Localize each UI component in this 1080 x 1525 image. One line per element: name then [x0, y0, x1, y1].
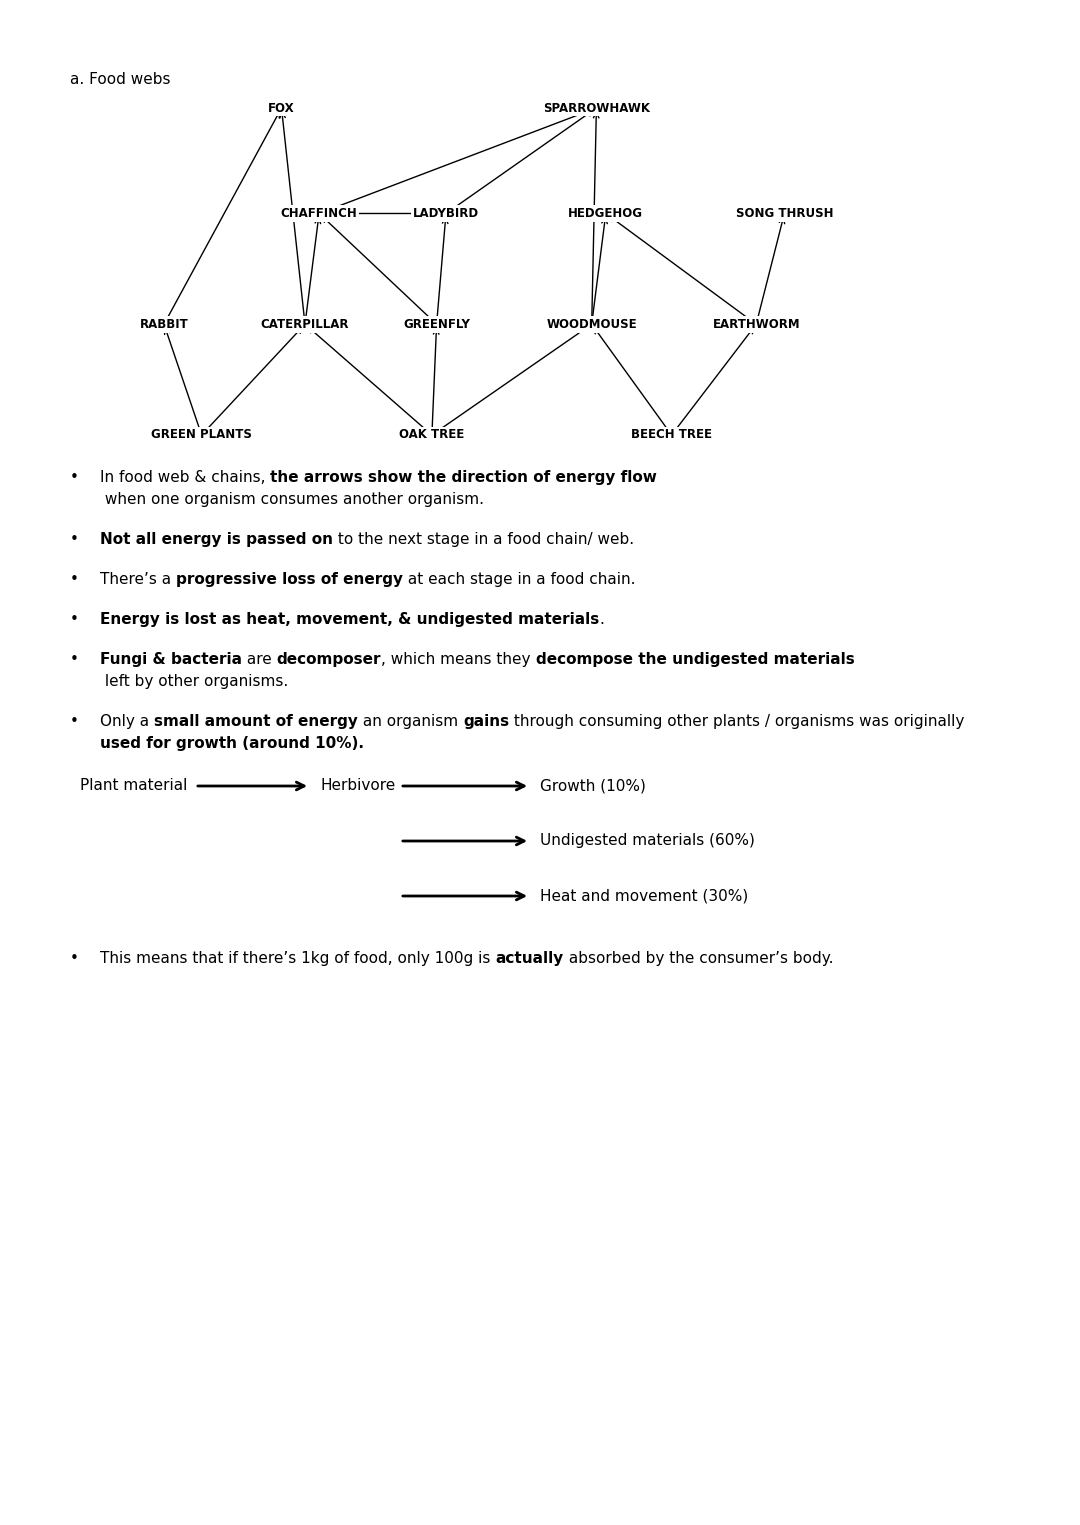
Text: through consuming other plants / organisms was originally: through consuming other plants / organis… — [509, 714, 969, 729]
Text: RABBIT: RABBIT — [139, 317, 188, 331]
Text: Not all energy is passed on: Not all energy is passed on — [100, 532, 333, 547]
Text: small amount of energy: small amount of energy — [154, 714, 357, 729]
Text: •: • — [70, 572, 79, 587]
Text: There’s a: There’s a — [100, 572, 176, 587]
Text: GREENFLY: GREENFLY — [403, 317, 470, 331]
Text: decomposer: decomposer — [276, 653, 381, 666]
Text: decompose the undigested materials: decompose the undigested materials — [536, 653, 854, 666]
Text: .: . — [599, 612, 604, 627]
Text: Energy is lost as heat, movement, & undigested materials: Energy is lost as heat, movement, & undi… — [100, 612, 599, 627]
Text: Plant material: Plant material — [80, 778, 187, 793]
Text: used for growth (around 10%).: used for growth (around 10%). — [100, 737, 364, 750]
Text: Fungi & bacteria: Fungi & bacteria — [100, 653, 242, 666]
Text: Herbivore: Herbivore — [320, 778, 395, 793]
Text: are: are — [242, 653, 276, 666]
Text: In food web & chains,: In food web & chains, — [100, 470, 270, 485]
Text: an organism: an organism — [357, 714, 463, 729]
Text: Only a: Only a — [100, 714, 154, 729]
Text: GREEN PLANTS: GREEN PLANTS — [151, 429, 252, 442]
Text: CHAFFINCH: CHAFFINCH — [281, 207, 357, 220]
Text: a. Food webs: a. Food webs — [70, 72, 171, 87]
Text: FOX: FOX — [268, 102, 295, 114]
Text: SPARROWHAWK: SPARROWHAWK — [543, 102, 650, 114]
Text: •: • — [70, 952, 79, 965]
Text: OAK TREE: OAK TREE — [400, 429, 464, 442]
Text: gains: gains — [463, 714, 509, 729]
Text: WOODMOUSE: WOODMOUSE — [546, 317, 637, 331]
Text: This means that if there’s 1kg of food, only 100g is: This means that if there’s 1kg of food, … — [100, 952, 496, 965]
Text: EARTHWORM: EARTHWORM — [713, 317, 800, 331]
Text: SONG THRUSH: SONG THRUSH — [735, 207, 833, 220]
Text: CATERPILLAR: CATERPILLAR — [260, 317, 349, 331]
Text: to the next stage in a food chain/ web.: to the next stage in a food chain/ web. — [333, 532, 634, 547]
Text: Growth (10%): Growth (10%) — [540, 778, 646, 793]
Text: absorbed by the consumer’s body.: absorbed by the consumer’s body. — [564, 952, 833, 965]
Text: •: • — [70, 612, 79, 627]
Text: left by other organisms.: left by other organisms. — [100, 674, 288, 689]
Text: , which means they: , which means they — [381, 653, 536, 666]
Text: HEDGEHOG: HEDGEHOG — [568, 207, 644, 220]
Text: LADYBIRD: LADYBIRD — [413, 207, 480, 220]
Text: •: • — [70, 470, 79, 485]
Text: when one organism consumes another organism.: when one organism consumes another organ… — [100, 493, 484, 506]
Text: the arrows show the direction of energy flow: the arrows show the direction of energy … — [270, 470, 658, 485]
Text: •: • — [70, 714, 79, 729]
Text: at each stage in a food chain.: at each stage in a food chain. — [403, 572, 635, 587]
Text: •: • — [70, 653, 79, 666]
Text: actually: actually — [496, 952, 564, 965]
Text: Undigested materials (60%): Undigested materials (60%) — [540, 834, 755, 848]
Text: Heat and movement (30%): Heat and movement (30%) — [540, 889, 748, 903]
Text: •: • — [70, 532, 79, 547]
Text: BEECH TREE: BEECH TREE — [631, 429, 712, 442]
Text: progressive loss of energy: progressive loss of energy — [176, 572, 403, 587]
